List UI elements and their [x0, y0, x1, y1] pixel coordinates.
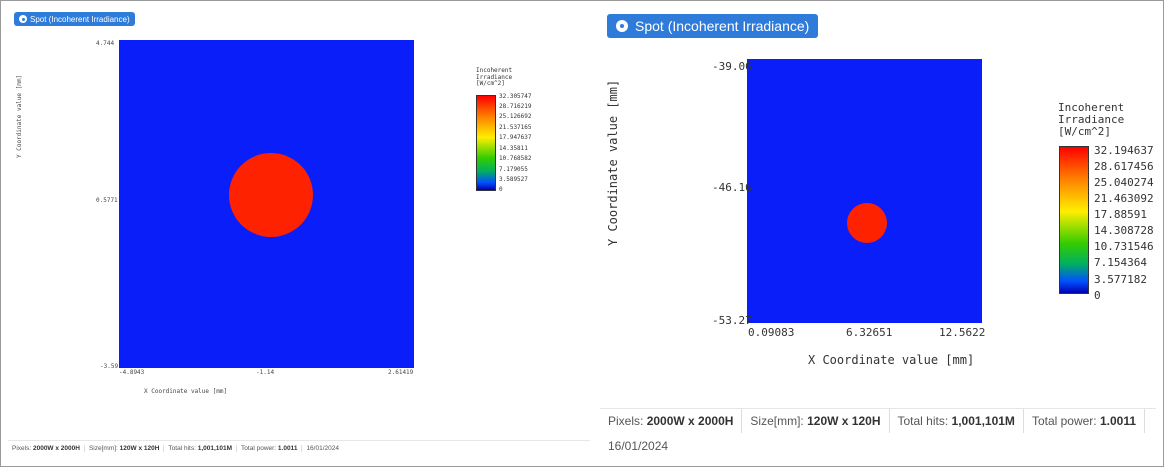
colorbar	[1059, 146, 1089, 294]
y-axis-label: Y Coordinate value [mm]	[16, 74, 23, 158]
target-icon	[616, 20, 628, 32]
y-tick-bottom: -3.59	[100, 363, 119, 370]
y-tick-bottom: -53.27	[712, 314, 752, 327]
button-label: Spot (Incoherent Irradiance)	[635, 18, 810, 34]
x-tick-left: -4.8943	[119, 369, 145, 376]
spot-incoherent-irradiance-button[interactable]: Spot (Incoherent Irradiance)	[607, 14, 819, 38]
x-tick-right: 12.5622	[939, 326, 986, 339]
size-stat: Size[mm]: 120W x 120H	[742, 409, 890, 433]
power-stat: Total power: 1.0011	[237, 445, 303, 452]
colorbar-label: 17.947637	[499, 134, 532, 141]
date-stamp: 16/01/2024	[608, 439, 669, 453]
date-stamp: 16/01/2024	[306, 445, 339, 452]
spot-panel-left: Spot (Incoherent Irradiance) 4.744 0.577…	[8, 8, 590, 460]
pixels-stat: Pixels: 2000W x 2000H	[600, 409, 743, 433]
colorbar-label: 28.716219	[499, 103, 532, 110]
colorbar-label: 25.126692	[499, 113, 532, 120]
colorbar-title: Incoherent Irradiance [W/cm^2]	[476, 67, 513, 88]
stats-footer: Pixels: 2000W x 2000H Size[mm]: 120W x 1…	[8, 440, 590, 452]
colorbar-label: 32.305747	[499, 93, 532, 100]
x-axis-label: X Coordinate value [mm]	[808, 353, 975, 367]
x-tick-right: 2.61419	[388, 369, 414, 376]
colorbar-label: 3.589527	[499, 176, 528, 183]
colorbar-label: 21.537165	[499, 124, 532, 131]
y-tick-mid: 0.5771	[96, 197, 118, 204]
colorbar-label: 14.308728	[1094, 224, 1154, 237]
x-axis-label: X Coordinate value [mm]	[144, 388, 228, 395]
x-tick-mid: -1.14	[256, 369, 275, 376]
button-label: Spot (Incoherent Irradiance)	[30, 14, 130, 24]
irradiance-spot	[229, 153, 313, 237]
colorbar-label: 25.040274	[1094, 176, 1154, 189]
colorbar-label: 28.617456	[1094, 160, 1154, 173]
colorbar-label: 10.731546	[1094, 240, 1154, 253]
colorbar-label: 7.179055	[499, 166, 528, 173]
colorbar-label: 10.768582	[499, 155, 532, 162]
colorbar-label: 21.463092	[1094, 192, 1154, 205]
colorbar-label: 7.154364	[1094, 256, 1147, 269]
hits-stat: Total hits: 1,001,101M	[890, 409, 1024, 433]
irradiance-map[interactable]	[747, 59, 982, 323]
stats-footer: Pixels: 2000W x 2000H Size[mm]: 120W x 1…	[600, 408, 1156, 459]
irradiance-spot	[847, 203, 887, 243]
pixels-stat: Pixels: 2000W x 2000H	[8, 445, 85, 452]
target-icon	[19, 15, 27, 23]
colorbar-label: 3.577182	[1094, 273, 1147, 286]
colorbar-label: 17.88591	[1094, 208, 1147, 221]
spot-panel-right: Spot (Incoherent Irradiance) -39.06 -46.…	[600, 8, 1156, 460]
colorbar-label: 0	[1094, 289, 1101, 302]
colorbar-label: 32.194637	[1094, 144, 1154, 157]
x-tick-left: 0.09083	[748, 326, 795, 339]
hits-stat: Total hits: 1,001,101M	[164, 445, 238, 452]
colorbar-label: 14.35811	[499, 145, 528, 152]
colorbar-label: 0	[499, 186, 503, 193]
y-tick-mid: -46.16	[712, 181, 752, 194]
colorbar	[476, 95, 496, 191]
spot-incoherent-irradiance-button[interactable]: Spot (Incoherent Irradiance)	[14, 12, 135, 26]
y-tick-top: -39.06	[712, 60, 752, 73]
colorbar-title: Incoherent Irradiance [W/cm^2]	[1058, 101, 1125, 139]
size-stat: Size[mm]: 120W x 120H	[85, 445, 165, 452]
y-tick-top: 4.744	[96, 40, 115, 47]
irradiance-map[interactable]	[119, 40, 414, 368]
x-tick-mid: 6.32651	[846, 326, 893, 339]
y-axis-label: Y Coordinate value [mm]	[606, 79, 620, 246]
power-stat: Total power: 1.0011	[1024, 409, 1146, 433]
